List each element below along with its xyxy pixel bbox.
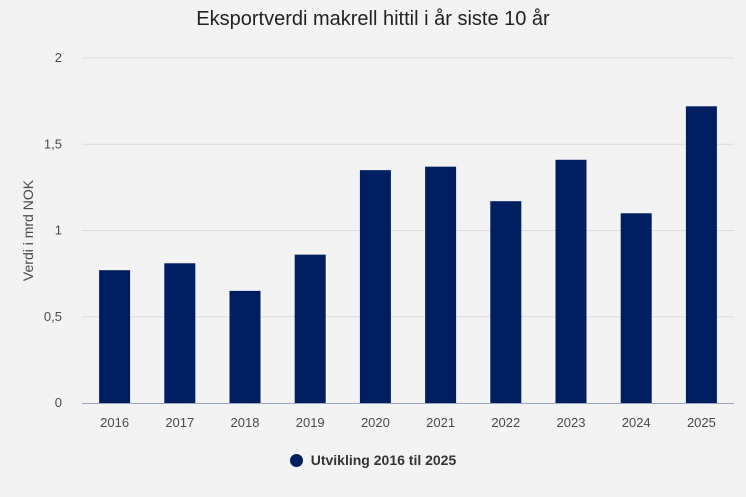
bar[interactable]	[294, 254, 326, 403]
y-axis-label: Verdi i mrd NOK	[20, 179, 36, 281]
x-tick-label: 2020	[361, 415, 390, 430]
x-tick-label: 2019	[296, 415, 325, 430]
x-tick-label: 2025	[687, 415, 716, 430]
chart-title: Eksportverdi makrell hittil i år siste 1…	[196, 8, 550, 30]
y-tick-label: 0,5	[44, 309, 62, 324]
legend-marker-icon	[289, 453, 303, 467]
bar[interactable]	[99, 270, 131, 403]
x-tick-label: 2018	[231, 415, 260, 430]
x-tick-label: 2017	[165, 415, 194, 430]
bar[interactable]	[425, 166, 457, 403]
x-tick-label: 2021	[426, 415, 455, 430]
bar[interactable]	[685, 106, 717, 404]
bar[interactable]	[555, 159, 587, 403]
x-tick-label: 2023	[557, 415, 586, 430]
y-tick-label: 1,5	[44, 136, 62, 151]
bar[interactable]	[359, 170, 391, 403]
x-tick-label: 2022	[491, 415, 520, 430]
y-tick-label: 1	[55, 223, 62, 238]
x-tick-label: 2016	[100, 415, 129, 430]
bar[interactable]	[620, 213, 652, 403]
x-tick-label: 2024	[622, 415, 651, 430]
legend-label: Utvikling 2016 til 2025	[310, 452, 457, 468]
bar[interactable]	[490, 201, 522, 403]
bar[interactable]	[229, 290, 261, 403]
y-tick-label: 0	[55, 395, 62, 410]
bar[interactable]	[164, 263, 196, 403]
legend[interactable]: Utvikling 2016 til 2025	[0, 452, 746, 468]
y-tick-label: 2	[55, 50, 62, 65]
